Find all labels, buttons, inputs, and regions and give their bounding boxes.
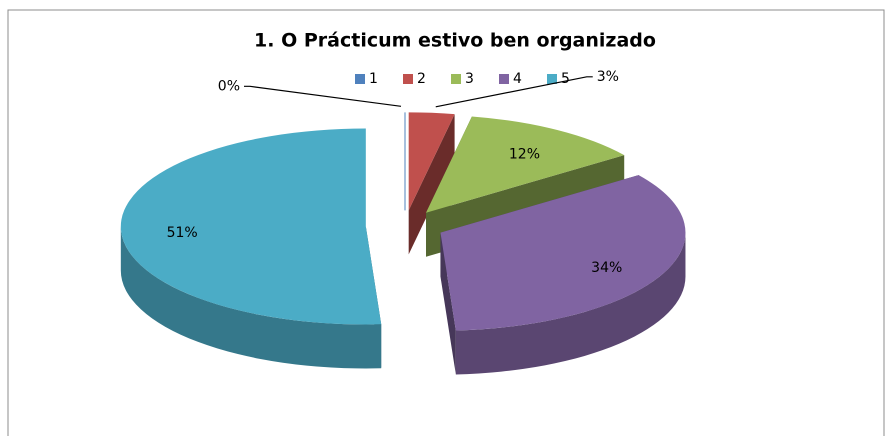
legend-label: 3	[465, 71, 474, 87]
leader-line	[435, 76, 593, 108]
slice	[120, 128, 382, 325]
legend-label: 4	[513, 71, 522, 87]
slice	[408, 112, 455, 211]
slice-side	[120, 226, 382, 369]
legend-swatch	[547, 74, 557, 84]
legend-swatch	[403, 74, 413, 84]
legend-label: 2	[417, 71, 426, 87]
data-label: 34%	[591, 260, 622, 276]
slice-side	[455, 232, 686, 375]
slice	[426, 116, 625, 213]
data-label: 12%	[509, 147, 540, 163]
chart-title: 1. O Prácticum estivo ben organizado	[254, 30, 656, 52]
slice-wall	[440, 232, 456, 375]
legend-swatch	[451, 74, 461, 84]
slice-wall	[408, 114, 455, 255]
legend-swatch	[499, 74, 509, 84]
legend-label: 1	[369, 71, 378, 87]
leader-line	[244, 85, 402, 107]
data-label: 51%	[167, 225, 198, 241]
slice	[440, 175, 686, 331]
legend-label: 5	[561, 71, 570, 87]
data-label: 3%	[597, 69, 619, 85]
data-label: 0%	[218, 78, 240, 94]
legend-swatch	[355, 74, 365, 84]
